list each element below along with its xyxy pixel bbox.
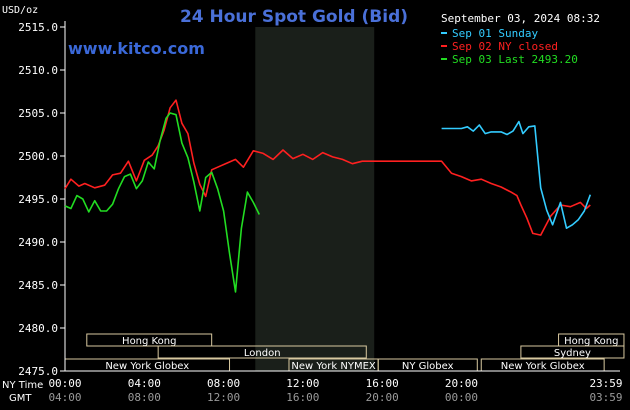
session-label: New York Globex <box>501 361 585 372</box>
x-row-label-ny: NY Time <box>2 380 43 391</box>
session-bar <box>520 345 625 359</box>
session-bar <box>86 333 213 347</box>
y-tick-label: 2515.0 <box>18 21 58 34</box>
session-bars: Hong Kong London New York Globex New York N… <box>64 333 625 372</box>
x-tick-label-gmt: 16:00 <box>286 391 319 404</box>
series-line <box>441 120 592 229</box>
y-tick-label: 2475.0 <box>18 365 58 378</box>
y-tick-label: 2500.0 <box>18 150 58 163</box>
series-lines <box>64 99 592 293</box>
series-line <box>64 112 261 293</box>
y-tick-label: 2485.0 <box>18 279 58 292</box>
x-tick-label-ny: 12:00 <box>286 377 319 390</box>
x-row-label-gmt: GMT <box>9 393 32 404</box>
x-tick-label-ny: 23:59 <box>589 377 622 390</box>
x-tick-label-gmt: 04:00 <box>48 391 81 404</box>
session-label: Hong Kong <box>122 336 176 347</box>
session-label: New York NYMEX <box>291 361 376 372</box>
series-line <box>64 99 591 236</box>
x-tick-label-gmt: 20:00 <box>366 391 399 404</box>
x-tick-label-ny: 16:00 <box>366 377 399 390</box>
y-tick-label: 2490.0 <box>18 236 58 249</box>
x-tick-label-gmt: 08:00 <box>128 391 161 404</box>
x-tick-label-gmt: 03:59 <box>589 391 622 404</box>
highlight-band <box>255 27 375 371</box>
session-label: NY Globex <box>402 361 454 372</box>
chart-date: September 03, 2024 08:32 <box>441 12 600 25</box>
x-tick-label-ny: 04:00 <box>128 377 161 390</box>
x-tick-label-ny: 20:00 <box>445 377 478 390</box>
axes: 2515.0 2510.0 2505.0 2500.0 2495.0 2490.0 2485… <box>18 21 620 378</box>
session-label: Hong Kong <box>564 336 618 347</box>
legend-label: Sep 02 NY closed <box>452 40 558 53</box>
session-bar <box>157 345 367 359</box>
watermark-url: www.kitco.com <box>68 39 205 58</box>
chart-title: 24 Hour Spot Gold (Bid) <box>180 7 408 27</box>
y-unit-label: USD/oz <box>2 5 38 16</box>
x-tick-label-ny: 00:00 <box>48 377 81 390</box>
session-label: Sydney <box>554 348 591 359</box>
x-tick-label-gmt: 00:00 <box>445 391 478 404</box>
legend-label: Sep 01 Sunday <box>452 27 538 40</box>
session-label: London <box>244 348 281 359</box>
y-tick-label: 2495.0 <box>18 193 58 206</box>
y-tick-label: 2480.0 <box>18 322 58 335</box>
session-label: New York Globex <box>105 361 189 372</box>
y-tick-label: 2510.0 <box>18 64 58 77</box>
x-tick-label-ny: 08:00 <box>207 377 240 390</box>
legend-label: Sep 03 Last 2493.20 <box>452 53 578 66</box>
x-tick-label-gmt: 12:00 <box>207 391 240 404</box>
y-tick-label: 2505.0 <box>18 107 58 120</box>
